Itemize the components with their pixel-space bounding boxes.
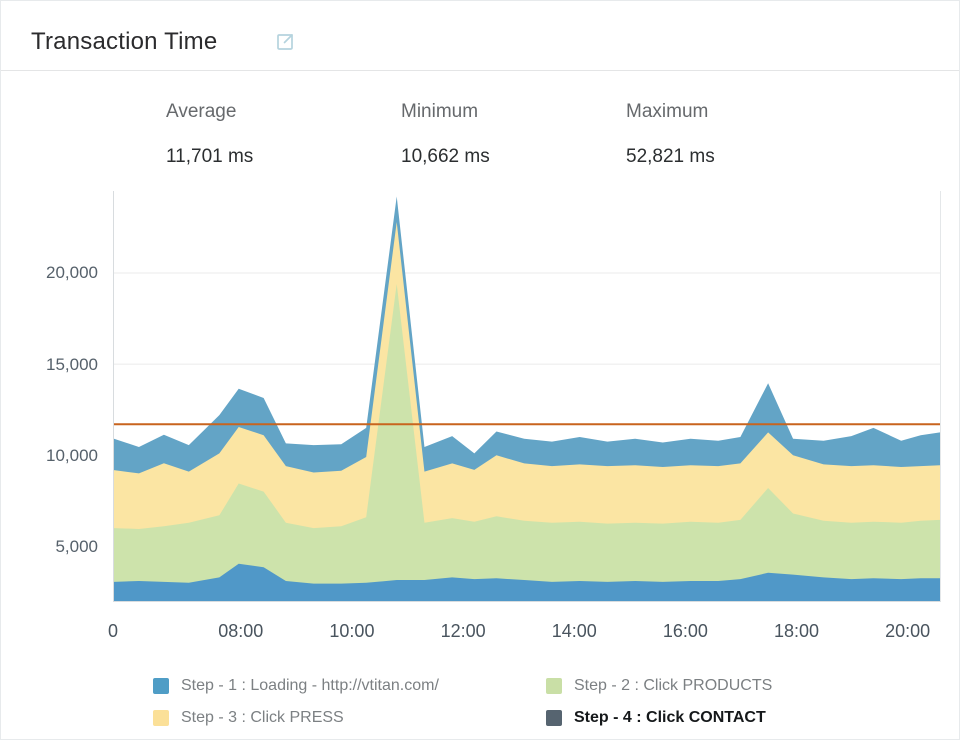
y-tick-label: 10,000 — [46, 445, 98, 465]
x-tick-label: 16:00 — [662, 621, 708, 641]
y-tick-label: 15,000 — [46, 354, 98, 374]
legend-item-step-2[interactable]: Step - 2 : Click PRODUCTS — [546, 677, 772, 695]
legend-label-step-3: Step - 3 : Click PRESS — [181, 709, 344, 726]
legend-swatch-step-2 — [546, 678, 562, 694]
legend-label-step-2: Step - 2 : Click PRODUCTS — [574, 677, 773, 694]
x-tick-label: 14:00 — [551, 621, 597, 641]
x-tick-label: 20:00 — [885, 621, 931, 641]
legend-swatch-step-3 — [153, 710, 169, 726]
legend-swatch-step-1 — [153, 678, 169, 694]
stat-minimum-value: 10,662 ms — [401, 146, 490, 167]
legend-item-step-3[interactable]: Step - 3 : Click PRESS — [153, 709, 344, 727]
area-step-2 — [114, 283, 940, 601]
x-tick-label: 08:00 — [218, 621, 264, 641]
transaction-time-chart[interactable] — [113, 191, 941, 602]
card-header: Transaction Time — [1, 1, 959, 71]
stat-average: Average 11,701 ms — [166, 101, 253, 168]
stacked-area-plot — [114, 196, 940, 601]
legend-label-step-1: Step - 1 : Loading - http://vtitan.com/ — [181, 677, 439, 694]
stat-minimum-label: Minimum — [401, 101, 479, 122]
stat-maximum-label: Maximum — [626, 101, 709, 122]
x-tick-label: 12:00 — [440, 621, 486, 641]
area-step-3 — [114, 222, 940, 601]
stat-maximum-value: 52,821 ms — [626, 146, 715, 167]
y-tick-label: 5,000 — [55, 537, 98, 557]
legend-label-step-4: Step - 4 : Click CONTACT — [574, 709, 766, 726]
legend-swatch-step-4 — [546, 710, 562, 726]
open-in-new-icon — [277, 34, 293, 50]
stat-average-label: Average — [166, 101, 237, 122]
legend-item-step-4[interactable]: Step - 4 : Click CONTACT — [546, 709, 766, 727]
stat-minimum: Minimum 10,662 ms — [401, 101, 490, 168]
x-tick-label: 18:00 — [773, 621, 820, 641]
y-tick-label: 20,000 — [46, 263, 98, 283]
x-tick-label: 10:00 — [329, 621, 375, 641]
page-title: Transaction Time — [31, 28, 218, 55]
open-in-new-button[interactable] — [272, 30, 298, 56]
stat-average-value: 11,701 ms — [166, 146, 254, 167]
area-step-1 — [114, 563, 940, 601]
x-tick-label: 0 — [107, 621, 119, 641]
stat-maximum: Maximum 52,821 ms — [626, 101, 715, 168]
legend-item-step-1[interactable]: Step - 1 : Loading - http://vtitan.com/ — [153, 677, 439, 695]
